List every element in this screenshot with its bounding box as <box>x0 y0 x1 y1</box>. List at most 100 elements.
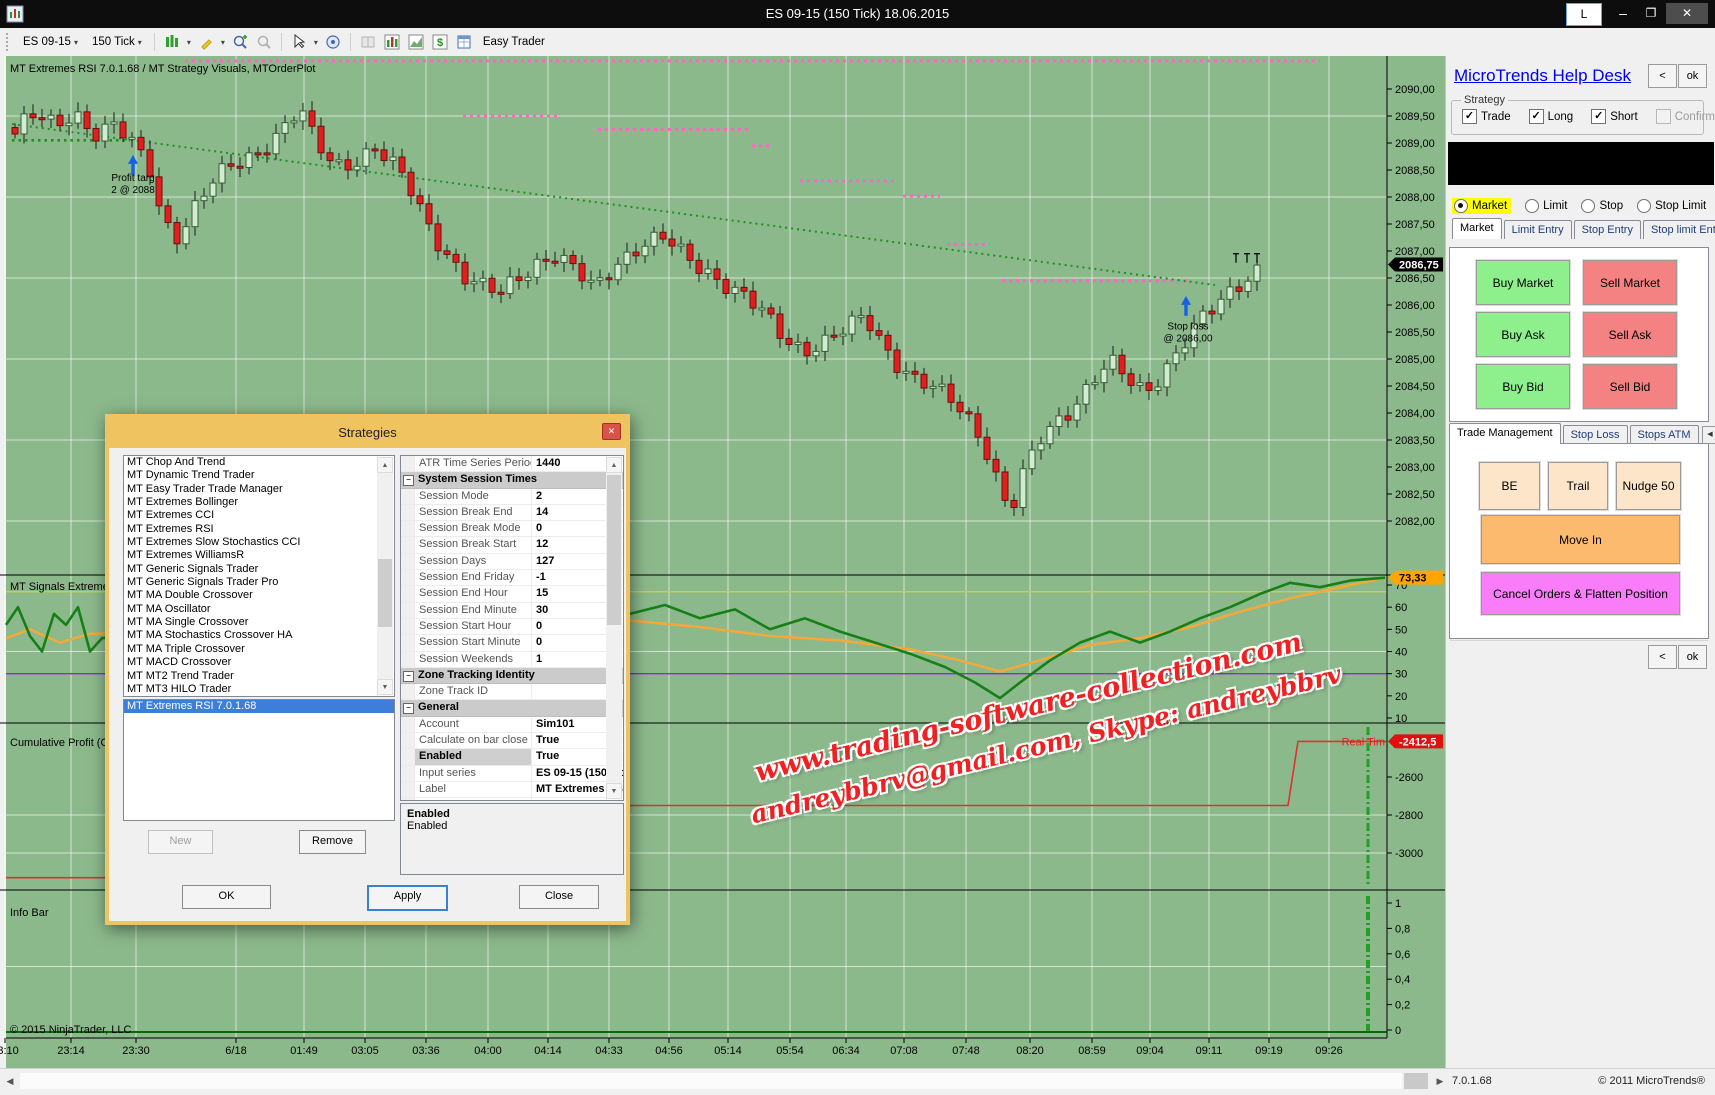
scroll-down-icon[interactable]: ▼ <box>606 783 622 799</box>
cursor-icon[interactable] <box>290 33 308 51</box>
property-category[interactable]: −General <box>401 700 623 716</box>
back-button-2[interactable]: < <box>1648 645 1677 669</box>
strategy-list-item[interactable]: MT Generic Signals Trader <box>124 563 394 576</box>
tab-stop-entry[interactable]: Stop Entry <box>1574 220 1641 239</box>
property-row[interactable]: Session End Friday-1 <box>401 570 623 586</box>
order-type-limit[interactable]: Limit <box>1525 199 1567 213</box>
checkbox-box[interactable]: ✓ <box>1529 109 1544 124</box>
checkbox-trade[interactable]: ✓Trade <box>1462 109 1511 124</box>
data-box-icon[interactable] <box>324 33 342 51</box>
minimize-button[interactable]: – <box>1610 3 1636 24</box>
strategy-list-item[interactable]: MT Easy Trader Trade Manager <box>124 483 394 496</box>
strategy-list-item[interactable]: MT Extremes RSI <box>124 523 394 536</box>
strategy-list-item[interactable]: MT Chop And Trend <box>124 456 394 469</box>
hscroll-track[interactable] <box>20 1073 1402 1089</box>
checkbox-box[interactable]: ✓ <box>1462 109 1477 124</box>
radio-icon[interactable] <box>1637 199 1651 213</box>
back-button[interactable]: < <box>1648 64 1677 88</box>
help-desk-link[interactable]: MicroTrends Help Desk <box>1454 66 1631 86</box>
sell-bid-button[interactable]: Sell Bid <box>1583 364 1677 409</box>
account-icon[interactable]: $ <box>431 33 449 51</box>
configured-strategies-list[interactable]: MT Extremes RSI 7.0.1.68 <box>123 699 395 821</box>
radio-icon[interactable] <box>1525 199 1539 213</box>
strategy-list-item[interactable]: MT Generic Signals Trader Pro <box>124 576 394 589</box>
panels-icon[interactable] <box>359 33 377 51</box>
new-button[interactable]: New <box>148 830 213 854</box>
drawing-tools-icon[interactable] <box>197 33 215 51</box>
scroll-left-icon[interactable]: ◀ <box>2 1073 18 1089</box>
tab-stop-limit-entry[interactable]: Stop limit Entry <box>1643 220 1715 239</box>
strategy-list-item[interactable]: MT MA Oscillator <box>124 603 394 616</box>
chevron-down-icon[interactable]: ▾ <box>187 38 191 47</box>
strategy-list-item[interactable]: MT MA Stochastics Crossover HA <box>124 629 394 642</box>
remove-button[interactable]: Remove <box>299 830 366 854</box>
dialog-close-icon[interactable]: ✕ <box>602 423 621 440</box>
radio-icon[interactable] <box>1581 199 1595 213</box>
period-selector[interactable]: 150 Tick ▾ <box>88 34 146 50</box>
list-scrollbar[interactable]: ▲ ▼ <box>377 457 393 695</box>
strategy-list-item[interactable]: MT MA Double Crossover <box>124 589 394 602</box>
tab-scroll-left-icon[interactable]: ◀ <box>1702 426 1715 444</box>
chart-style-icon[interactable] <box>163 33 181 51</box>
zoom-in-icon[interactable] <box>231 33 249 51</box>
property-row[interactable]: Maximum bars look baTwoHundredFiftySix <box>401 798 623 801</box>
close-button[interactable]: ✕ <box>1666 3 1708 24</box>
order-type-stop[interactable]: Stop <box>1581 199 1623 213</box>
ok-button[interactable]: ok <box>1678 64 1707 88</box>
link-button[interactable]: L <box>1566 3 1602 26</box>
scroll-thumb[interactable] <box>378 559 392 627</box>
sell-ask-button[interactable]: Sell Ask <box>1583 312 1677 357</box>
scroll-down-icon[interactable]: ▼ <box>377 679 393 695</box>
cancel-flatten-button[interactable]: Cancel Orders & Flatten Position <box>1481 572 1680 615</box>
checkbox-box[interactable]: ✓ <box>1591 109 1606 124</box>
property-category[interactable]: −Zone Tracking Identity <box>401 668 623 684</box>
strategy-list-item[interactable]: MT Extremes Bollinger <box>124 496 394 509</box>
buy-ask-button[interactable]: Buy Ask <box>1476 312 1570 357</box>
trail-button[interactable]: Trail <box>1548 462 1608 510</box>
tab-stop-loss[interactable]: Stop Loss <box>1563 425 1628 444</box>
dialog-apply-button[interactable]: Apply <box>367 885 448 911</box>
sell-market-button[interactable]: Sell Market <box>1583 260 1677 305</box>
strategy-list-item[interactable]: MT Extremes WilliamsR <box>124 549 394 562</box>
collapse-icon[interactable]: − <box>403 475 414 486</box>
order-type-stop-limit[interactable]: Stop Limit <box>1637 199 1706 213</box>
checkbox-confirm[interactable]: Confirm <box>1656 109 1715 124</box>
checkbox-short[interactable]: ✓Short <box>1591 109 1638 124</box>
order-type-market[interactable]: Market <box>1452 198 1511 214</box>
property-category[interactable]: −System Session Times <box>401 472 623 488</box>
collapse-icon[interactable]: − <box>403 703 414 714</box>
chevron-down-icon[interactable]: ▾ <box>221 38 225 47</box>
dialog-ok-button[interactable]: OK <box>182 885 271 909</box>
tab-trade-management[interactable]: Trade Management <box>1449 423 1561 444</box>
scroll-right-icon[interactable]: ▶ <box>1432 1073 1448 1089</box>
scroll-up-icon[interactable]: ▲ <box>606 457 622 473</box>
strategy-list-item[interactable]: MT Extremes Slow Stochastics CCI <box>124 536 394 549</box>
instrument-selector[interactable]: ES 09-15 ▾ <box>19 34 82 50</box>
scroll-thumb[interactable] <box>607 475 621 625</box>
collapse-icon[interactable]: − <box>403 671 414 682</box>
buy-market-button[interactable]: Buy Market <box>1476 260 1570 305</box>
configured-strategy-item[interactable]: MT Extremes RSI 7.0.1.68 <box>124 700 394 713</box>
zoom-out-icon[interactable] <box>255 33 273 51</box>
market-analyzer-icon[interactable] <box>407 33 425 51</box>
chevron-down-icon[interactable]: ▾ <box>314 38 318 47</box>
strategy-list-item[interactable]: MT MA Single Crossover <box>124 616 394 629</box>
radio-icon[interactable] <box>1454 199 1468 213</box>
checkbox-long[interactable]: ✓Long <box>1529 109 1574 124</box>
grid-scrollbar[interactable]: ▲ ▼ <box>606 457 622 799</box>
scroll-up-icon[interactable]: ▲ <box>377 457 393 473</box>
